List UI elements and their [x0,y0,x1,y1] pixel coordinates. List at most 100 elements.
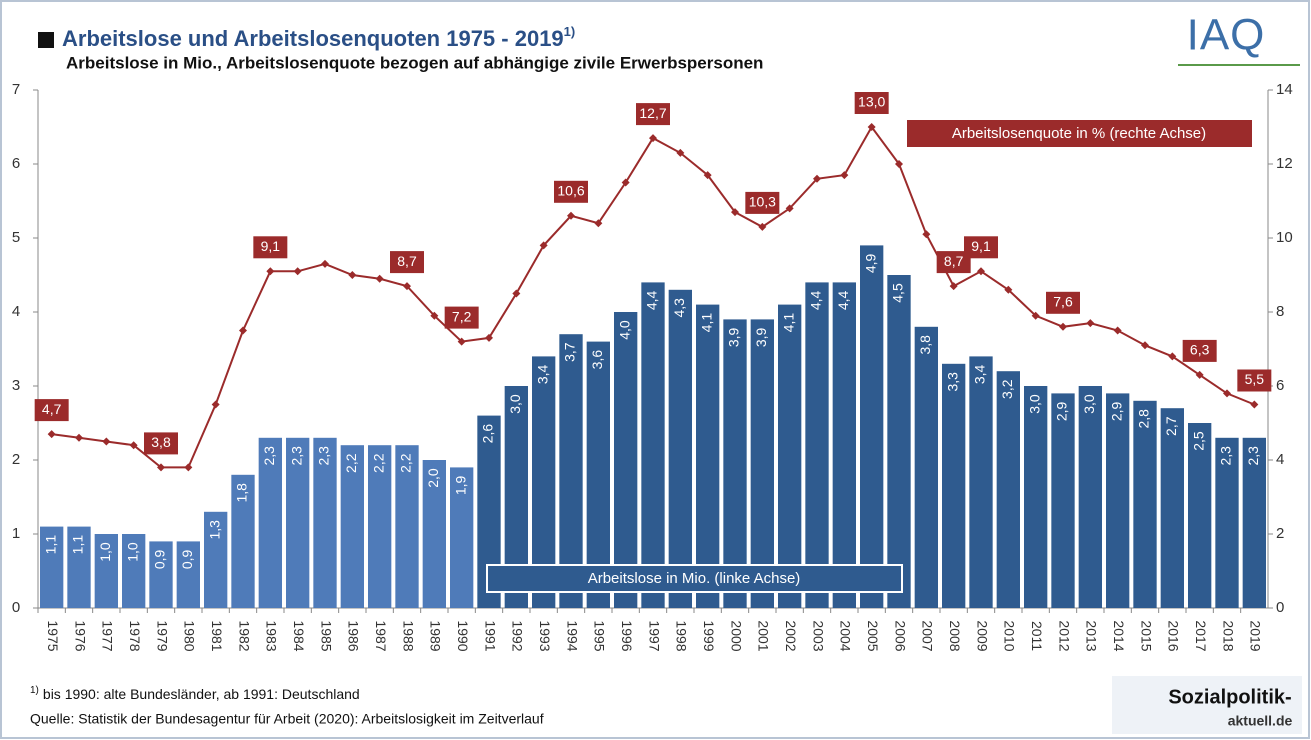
x-tick-label: 2018 [1220,620,1236,651]
y2-tick-label: 4 [1276,451,1284,468]
bar-label: 1,9 [452,475,468,495]
bar-label: 2,7 [1163,416,1179,436]
bar-label: 4,4 [835,290,851,310]
bar-label: 3,9 [753,327,769,347]
bar-label: 2,2 [343,453,359,473]
line-label: 7,6 [1053,294,1073,310]
x-tick-label: 2004 [838,620,854,651]
line-label: 6,3 [1190,342,1210,358]
x-tick-label: 2007 [920,620,936,651]
line-label: 8,7 [397,253,417,269]
x-tick-label: 1983 [264,620,280,651]
bar [915,327,938,608]
bar-label: 1,1 [42,535,58,555]
line-label: 10,3 [749,194,776,210]
x-tick-label: 1999 [701,620,717,651]
bar [942,364,965,608]
bar [860,245,883,608]
bar-label: 1,0 [97,542,113,562]
bar-label: 3,3 [944,372,960,392]
bar-label: 2,3 [261,446,277,466]
line-label: 4,7 [42,401,62,417]
bar-label: 2,9 [1108,401,1124,421]
title-marker [38,32,54,48]
footnote-text: bis 1990: alte Bundesländer, ab 1991: De… [43,686,360,702]
x-tick-label: 1982 [236,620,252,651]
y2-tick-label: 8 [1276,303,1284,320]
bar [1024,386,1047,608]
bar-label: 2,3 [316,446,332,466]
bar-label: 2,9 [1054,401,1070,421]
line-label: 3,8 [151,434,171,450]
x-tick-label: 2016 [1166,620,1182,651]
bar [1051,393,1074,608]
x-tick-label: 2002 [783,620,799,651]
bar [696,305,719,608]
x-tick-label: 1987 [373,620,389,651]
bar [1161,408,1184,608]
line-label: 5,5 [1245,371,1265,387]
y-tick-label: 0 [12,599,20,616]
x-tick-label: 1988 [400,620,416,651]
y-tick-label: 4 [12,303,20,320]
line-label: 9,1 [261,238,281,254]
source: Quelle: Statistik der Bundesagentur für … [30,711,544,727]
x-tick-label: 1992 [510,620,526,651]
y2-tick-label: 14 [1276,81,1293,98]
x-tick-label: 2008 [947,620,963,651]
bar-label: 2,2 [398,453,414,473]
x-tick-label: 1975 [45,620,61,651]
x-tick-label: 1977 [100,620,116,651]
line-label: 7,2 [452,308,472,324]
x-tick-label: 2015 [1138,620,1154,651]
x-tick-label: 2014 [1111,620,1127,651]
chart-title: Arbeitslose und Arbeitslosenquoten 1975 … [62,24,575,50]
bar-label: 0,9 [179,549,195,569]
x-tick-label: 1980 [182,620,198,651]
x-tick-label: 1985 [318,620,334,651]
bar-label: 2,3 [288,446,304,466]
y2-tick-label: 12 [1276,155,1293,172]
x-tick-label: 1994 [564,620,580,651]
x-tick-label: 1995 [592,620,608,651]
chart: Arbeitslose und Arbeitslosenquoten 1975 … [0,0,1311,740]
y-tick-label: 3 [12,377,20,394]
bar [997,371,1020,608]
y-tick-label: 6 [12,155,20,172]
bar-label: 3,7 [562,342,578,362]
y-tick-label: 1 [12,525,20,542]
x-tick-label: 2000 [728,620,744,651]
x-tick-label: 1979 [154,620,170,651]
bar-label: 1,0 [124,542,140,562]
bar [833,282,856,608]
logo2-line1: Sozialpolitik- [1168,686,1291,708]
bar-label: 4,5 [890,283,906,303]
bar-label: 4,4 [808,290,824,310]
bar-label: 4,0 [616,320,632,340]
y-tick-label: 7 [12,81,20,98]
y2-tick-label: 2 [1276,525,1284,542]
x-tick-label: 2003 [810,620,826,651]
bar-label: 1,1 [70,535,86,555]
bar [887,275,910,608]
title-note: 1) [564,24,576,39]
bar [614,312,637,608]
bar-label: 3,0 [1026,394,1042,414]
bar-label: 4,9 [862,253,878,273]
line-label: 10,6 [557,183,584,199]
logo: IAQ [1187,11,1266,60]
bar [641,282,664,608]
x-tick-label: 1981 [209,620,225,651]
bar-label: 2,3 [1245,446,1261,466]
y2-tick-label: 6 [1276,377,1284,394]
y2-tick-label: 10 [1276,229,1293,246]
x-tick-label: 2001 [756,620,772,651]
bar [669,290,692,608]
bar [1133,401,1156,608]
bar [778,305,801,608]
footnote: 1)bis 1990: alte Bundesländer, ab 1991: … [30,685,360,702]
bar-label: 3,2 [999,379,1015,399]
x-tick-label: 1978 [127,620,143,651]
x-tick-label: 2010 [1002,620,1018,651]
line-label: 8,7 [944,253,964,269]
